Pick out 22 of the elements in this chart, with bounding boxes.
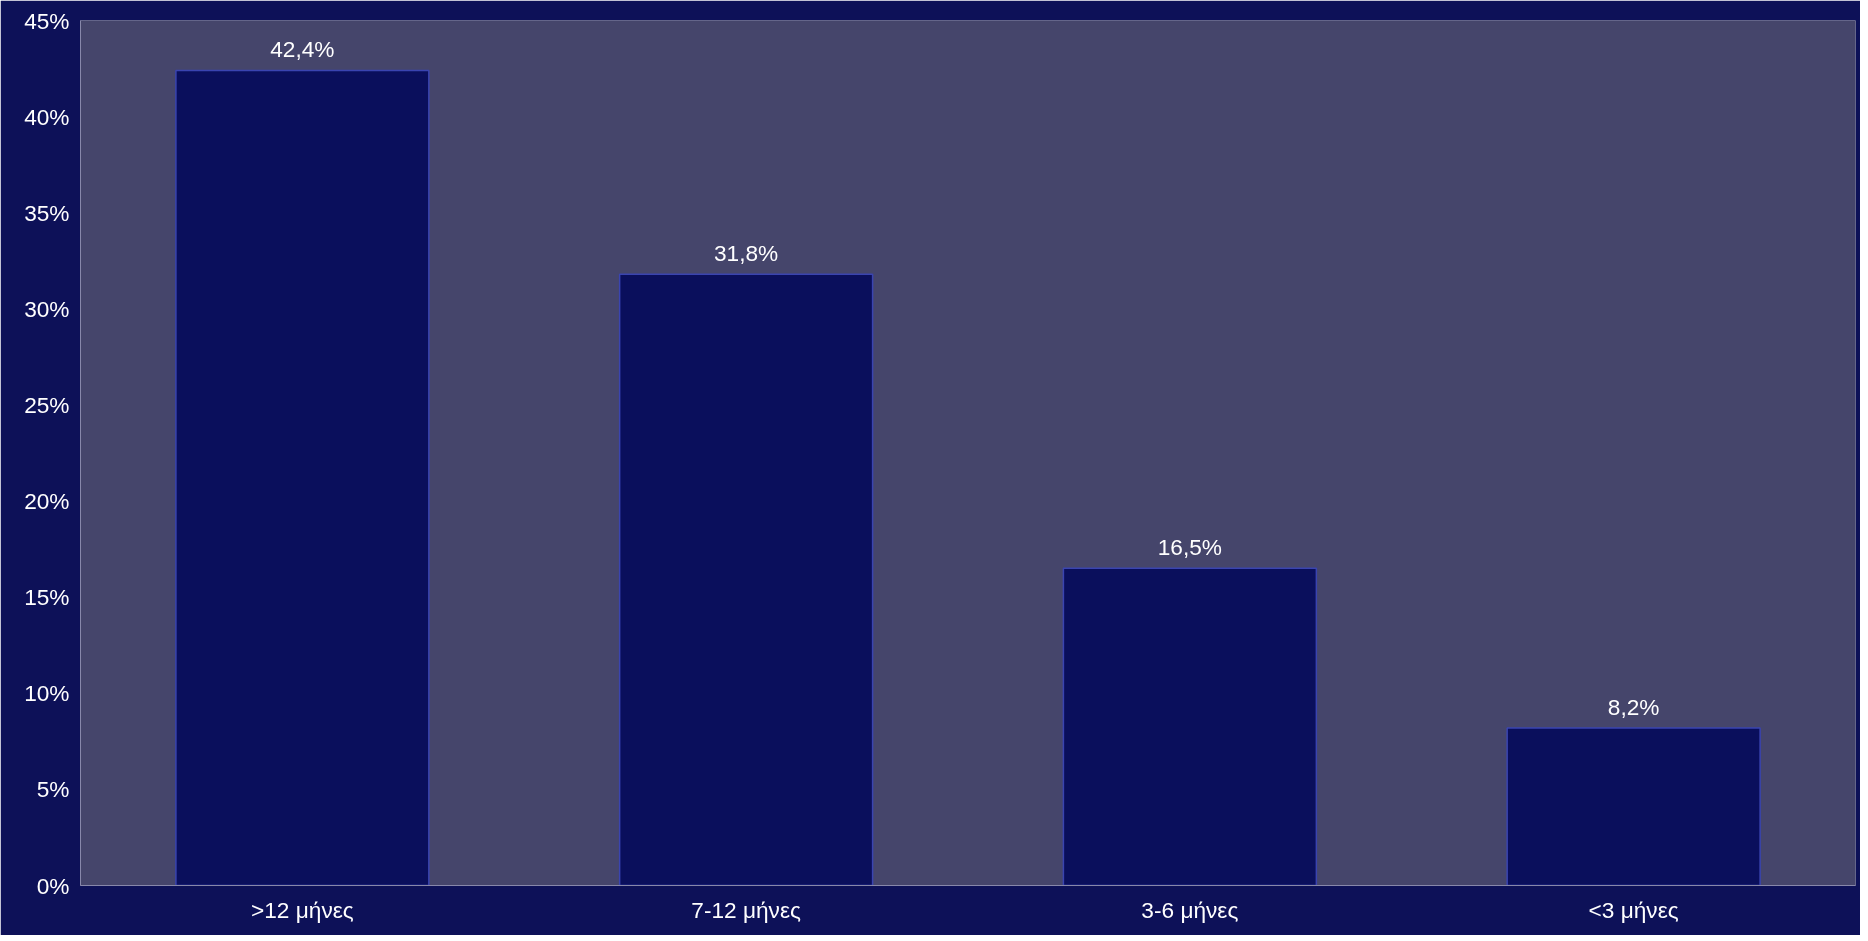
y-tick-label: 25% bbox=[24, 391, 70, 418]
y-tick-label: 35% bbox=[24, 199, 70, 226]
data-label: 42,4% bbox=[270, 36, 335, 63]
x-tick-label: 3-6 μήνες bbox=[1141, 896, 1239, 923]
y-tick-label: 40% bbox=[24, 103, 70, 130]
x-tick-label: >12 μήνες bbox=[251, 896, 354, 923]
bar bbox=[618, 273, 874, 886]
x-tick-label: 7-12 μήνες bbox=[691, 896, 802, 923]
data-label: 31,8% bbox=[714, 240, 779, 267]
bar bbox=[175, 69, 430, 886]
y-tick-label: 5% bbox=[36, 776, 70, 803]
x-tick-label: <3 μήνες bbox=[1588, 896, 1679, 923]
y-tick-label: 30% bbox=[24, 295, 70, 322]
y-tick-label: 15% bbox=[24, 584, 70, 611]
y-tick-label: 45% bbox=[24, 7, 70, 34]
y-tick-label: 20% bbox=[24, 488, 70, 515]
bar bbox=[1062, 567, 1318, 886]
data-label: 8,2% bbox=[1607, 693, 1660, 720]
bar bbox=[1506, 727, 1761, 886]
data-label: 16,5% bbox=[1157, 534, 1222, 561]
y-tick-label: 10% bbox=[24, 680, 70, 707]
y-tick-label: 0% bbox=[36, 872, 70, 899]
